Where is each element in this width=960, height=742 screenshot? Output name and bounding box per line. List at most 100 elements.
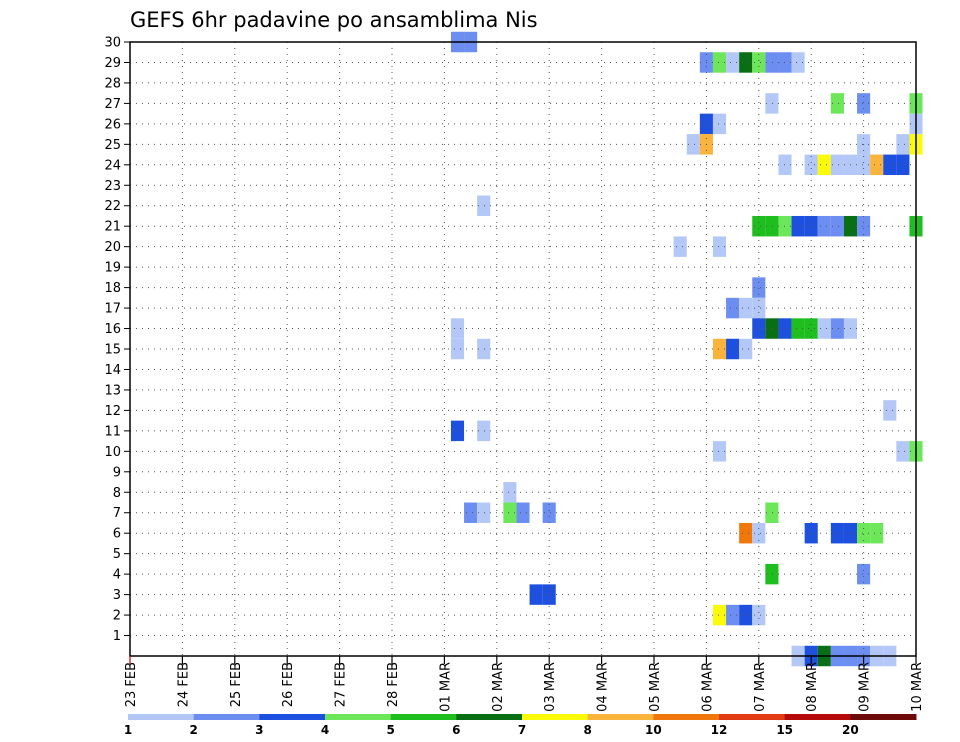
y-tick-label: 3: [113, 588, 121, 603]
legend-color-swatch: [193, 714, 260, 720]
legend-color-swatch: [259, 714, 326, 720]
heatmap-cell: [712, 441, 727, 462]
y-tick-label: 17: [104, 302, 121, 317]
legend-label: 8: [583, 723, 591, 737]
heatmap-cell: [804, 522, 818, 544]
legend-label: 5: [386, 723, 394, 737]
y-tick-label: 26: [104, 117, 121, 132]
legend-color-swatch: [719, 714, 786, 720]
y-tick-label: 1: [113, 629, 121, 644]
legend-label: 3: [255, 723, 263, 737]
heatmap-cell: [765, 502, 779, 523]
heatmap-cell: [739, 338, 753, 360]
heatmap-cell: [477, 338, 491, 360]
heatmap-cell: [477, 195, 491, 216]
heatmap-cell: [752, 318, 766, 339]
heatmap-cell: [883, 154, 897, 176]
x-tick-label: 03 MAR: [543, 662, 558, 712]
heatmap-cell: [503, 502, 517, 523]
heatmap-cell: [450, 338, 465, 360]
heatmap-cell: [542, 502, 556, 523]
heatmap-cell: [712, 113, 727, 135]
heatmap-cell: [726, 604, 740, 626]
legend-color-swatch: [128, 714, 195, 720]
heatmap-cell: [870, 154, 884, 176]
heatmap-cell: [752, 52, 766, 73]
heatmap-cell: [752, 277, 766, 298]
legend-label: 20: [842, 723, 859, 737]
plot-frame: [129, 41, 917, 657]
heatmap-cell: [830, 318, 844, 339]
y-tick-label: 6: [113, 527, 121, 542]
x-tick-label: 09 MAR: [858, 662, 873, 712]
heatmap-cell: [857, 522, 871, 544]
legend-label: 1: [124, 723, 132, 737]
y-tick-label: 28: [104, 76, 121, 91]
heatmap-cell: [791, 52, 805, 73]
heatmap-cell: [739, 604, 753, 626]
color-legend: 1 2 3 4 5 6 7 8 10 12 15 20: [124, 714, 917, 737]
legend-label: 2: [189, 723, 197, 737]
heatmap-cell: [830, 154, 844, 176]
y-tick-label: 13: [104, 383, 121, 398]
heatmap-cell: [765, 52, 779, 73]
legend-label: 15: [776, 723, 793, 737]
y-tick-label: 8: [113, 486, 121, 501]
legend-color-swatch: [784, 714, 851, 720]
y-axis: 1234567891011121314151617181920212223242…: [104, 36, 130, 644]
heatmap-cell: [896, 134, 910, 155]
y-tick-label: 20: [104, 240, 121, 255]
heatmap-cell: [752, 522, 766, 544]
grid-lines: [130, 42, 916, 656]
heatmap-cell: [686, 134, 700, 155]
heatmap-cell: [804, 215, 818, 237]
heatmap-cell: [726, 297, 740, 319]
heatmap-cell: [857, 154, 871, 176]
y-tick-label: 18: [104, 281, 121, 296]
heatmap-cell: [477, 420, 491, 442]
legend-color-swatch: [653, 714, 720, 720]
y-tick-label: 23: [104, 179, 121, 194]
y-tick-label: 9: [113, 465, 121, 480]
heatmap-cell: [752, 297, 766, 319]
x-tick-label: 06 MAR: [700, 662, 715, 712]
heatmap-cell: [726, 52, 740, 73]
heatmap-cell: [817, 318, 831, 339]
heatmap-cell: [857, 563, 871, 585]
legend-label: 4: [321, 723, 329, 737]
heatmap-cell: [765, 318, 779, 339]
x-tick-label: 02 MAR: [491, 662, 506, 712]
heatmap-cell: [830, 215, 844, 237]
legend-label: 10: [645, 723, 662, 737]
y-tick-label: 2: [113, 609, 121, 624]
heatmap-cell: [739, 52, 753, 73]
heatmap-cell: [870, 522, 884, 544]
heatmap-cell: [830, 93, 844, 114]
x-tick-label: 24 FEB: [176, 662, 191, 707]
y-tick-label: 16: [104, 322, 121, 337]
legend-color-swatch: [456, 714, 523, 720]
y-tick-label: 22: [104, 199, 121, 214]
heatmap-cell: [752, 215, 766, 237]
x-tick-label: 10 MAR: [910, 662, 925, 712]
heatmap-cell: [450, 420, 465, 442]
heatmap-cell: [726, 338, 740, 360]
x-tick-label: 28 FEB: [386, 662, 401, 707]
heatmap-cell: [739, 522, 753, 544]
legend-color-swatch: [850, 714, 917, 720]
x-tick-label: 23 FEB: [124, 662, 139, 707]
heatmap-cells: [450, 31, 923, 667]
heatmap-cell: [450, 318, 465, 339]
y-tick-label: 7: [113, 506, 121, 521]
heatmap-cell: [752, 604, 766, 626]
legend-color-swatch: [390, 714, 457, 720]
x-tick-label: 04 MAR: [596, 662, 611, 712]
legend-label: 12: [711, 723, 728, 737]
y-tick-label: 24: [104, 158, 121, 173]
x-tick-label: 01 MAR: [438, 662, 453, 712]
heatmap-cell: [830, 522, 844, 544]
heatmap-cell: [857, 215, 871, 237]
y-tick-label: 4: [113, 568, 121, 583]
y-tick-label: 25: [104, 138, 121, 153]
